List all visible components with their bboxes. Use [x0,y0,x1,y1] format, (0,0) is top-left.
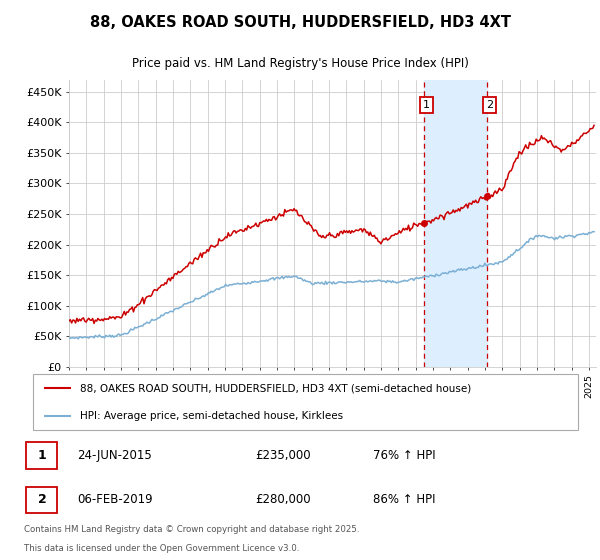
FancyBboxPatch shape [26,442,58,469]
Text: Contains HM Land Registry data © Crown copyright and database right 2025.: Contains HM Land Registry data © Crown c… [23,525,359,534]
Bar [424,80,487,367]
Text: HPI: Average price, semi-detached house, Kirklees: HPI: Average price, semi-detached house,… [80,411,343,421]
Text: 1: 1 [423,100,430,110]
FancyBboxPatch shape [26,487,58,513]
Text: 24-JUN-2015: 24-JUN-2015 [77,449,152,462]
Text: This data is licensed under the Open Government Licence v3.0.: This data is licensed under the Open Gov… [23,544,299,553]
Text: 06-FEB-2019: 06-FEB-2019 [77,493,153,506]
Text: 2: 2 [485,100,493,110]
Text: £235,000: £235,000 [255,449,311,462]
Text: 86% ↑ HPI: 86% ↑ HPI [373,493,436,506]
FancyBboxPatch shape [33,374,578,430]
Text: 76% ↑ HPI: 76% ↑ HPI [373,449,436,462]
Text: Price paid vs. HM Land Registry's House Price Index (HPI): Price paid vs. HM Land Registry's House … [131,57,469,70]
Text: £280,000: £280,000 [255,493,311,506]
Text: 1: 1 [38,449,46,462]
Text: 2: 2 [38,493,46,506]
Text: 88, OAKES ROAD SOUTH, HUDDERSFIELD, HD3 4XT: 88, OAKES ROAD SOUTH, HUDDERSFIELD, HD3 … [89,15,511,30]
Text: 88, OAKES ROAD SOUTH, HUDDERSFIELD, HD3 4XT (semi-detached house): 88, OAKES ROAD SOUTH, HUDDERSFIELD, HD3 … [80,383,471,393]
